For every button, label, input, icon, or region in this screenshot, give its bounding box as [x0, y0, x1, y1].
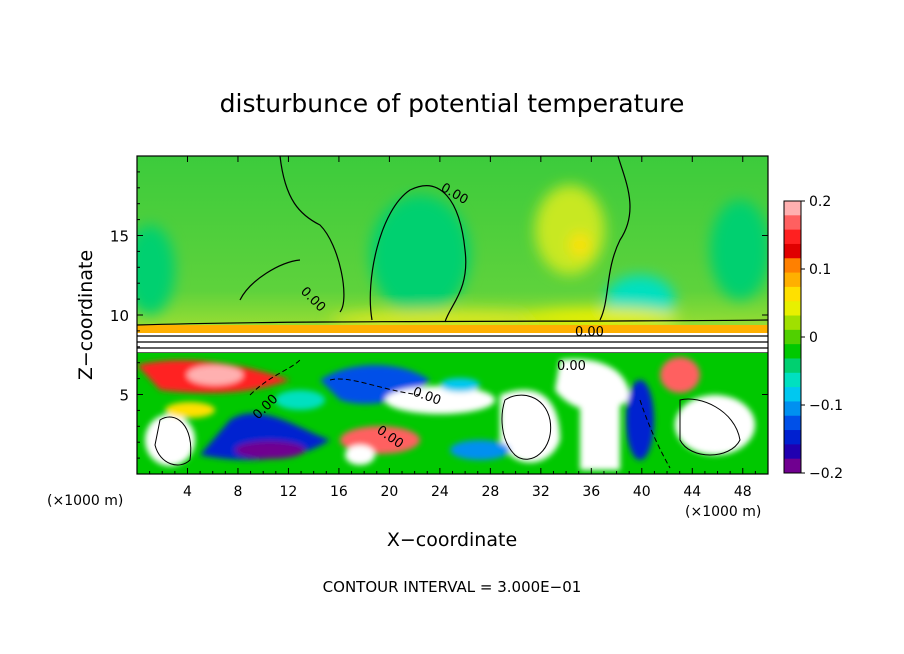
x-tick-label: 4: [183, 484, 192, 500]
x-tick-label: 28: [481, 484, 499, 500]
colorbar-swatch: [784, 301, 801, 317]
x-tick-label: 16: [330, 484, 348, 500]
colorbar-swatch: [784, 329, 801, 345]
x-tick-label: 32: [532, 484, 550, 500]
contour-label: 0.00: [557, 359, 586, 374]
x-tick-label: 36: [582, 484, 600, 500]
colorbar-swatch: [784, 358, 801, 374]
colorbar-swatch: [784, 201, 801, 216]
colorbar-swatch: [784, 286, 801, 302]
x-tick-label: 44: [683, 484, 701, 500]
x-unit-right: (×1000 m): [685, 504, 761, 520]
colorbar: 0.2 0.1 0 −0.1 −0.2: [783, 194, 843, 482]
colorbar-swatch: [784, 372, 801, 388]
contour-label: 0.00: [575, 325, 604, 340]
y-axis: 5 10 15: [110, 171, 768, 459]
x-tick-label: 12: [280, 484, 298, 500]
colorbar-tick-label: 0.2: [809, 194, 831, 210]
x-tick-label: 40: [633, 484, 651, 500]
x-tick-label: 8: [233, 484, 242, 500]
y-axis-label: Z−coordinate: [75, 250, 97, 380]
colorbar-swatch: [784, 215, 801, 231]
chart-title: disturbunce of potential temperature: [220, 89, 685, 118]
colorbar-swatch: [784, 458, 801, 474]
x-tick-label: 20: [380, 484, 398, 500]
y-tick-label: 5: [119, 387, 129, 405]
x-tick-label: 48: [734, 484, 752, 500]
colorbar-tick-label: −0.1: [809, 398, 843, 414]
colorbar-swatch: [784, 401, 801, 417]
colorbar-swatch: [784, 258, 801, 274]
colorbar-swatch: [784, 315, 801, 331]
x-axis-label: X−coordinate: [387, 529, 517, 551]
colorbar-swatch: [784, 272, 801, 288]
contour-interval-note: CONTOUR INTERVAL = 3.000E−01: [323, 578, 582, 596]
x-tick-label: 24: [431, 484, 449, 500]
colorbar-swatch: [784, 387, 801, 402]
y-tick-label: 10: [110, 307, 129, 325]
colorbar-swatch: [784, 444, 801, 460]
colorbar-swatch: [784, 229, 801, 245]
colorbar-swatch: [784, 243, 801, 259]
colorbar-tick-label: 0.1: [809, 262, 831, 278]
y-tick-label: 15: [110, 228, 129, 246]
heatmap-field: [137, 156, 768, 474]
colorbar-swatch: [784, 430, 801, 445]
colorbar-tick-label: −0.2: [809, 466, 843, 482]
colorbar-swatch: [784, 344, 801, 359]
x-unit-left: (×1000 m): [47, 493, 123, 509]
colorbar-tick-label: 0: [809, 330, 818, 346]
colorbar-swatch: [784, 415, 801, 431]
x-axis: 4 8 12 16 20 24 28 32 36 40 44 48: [149, 156, 756, 500]
